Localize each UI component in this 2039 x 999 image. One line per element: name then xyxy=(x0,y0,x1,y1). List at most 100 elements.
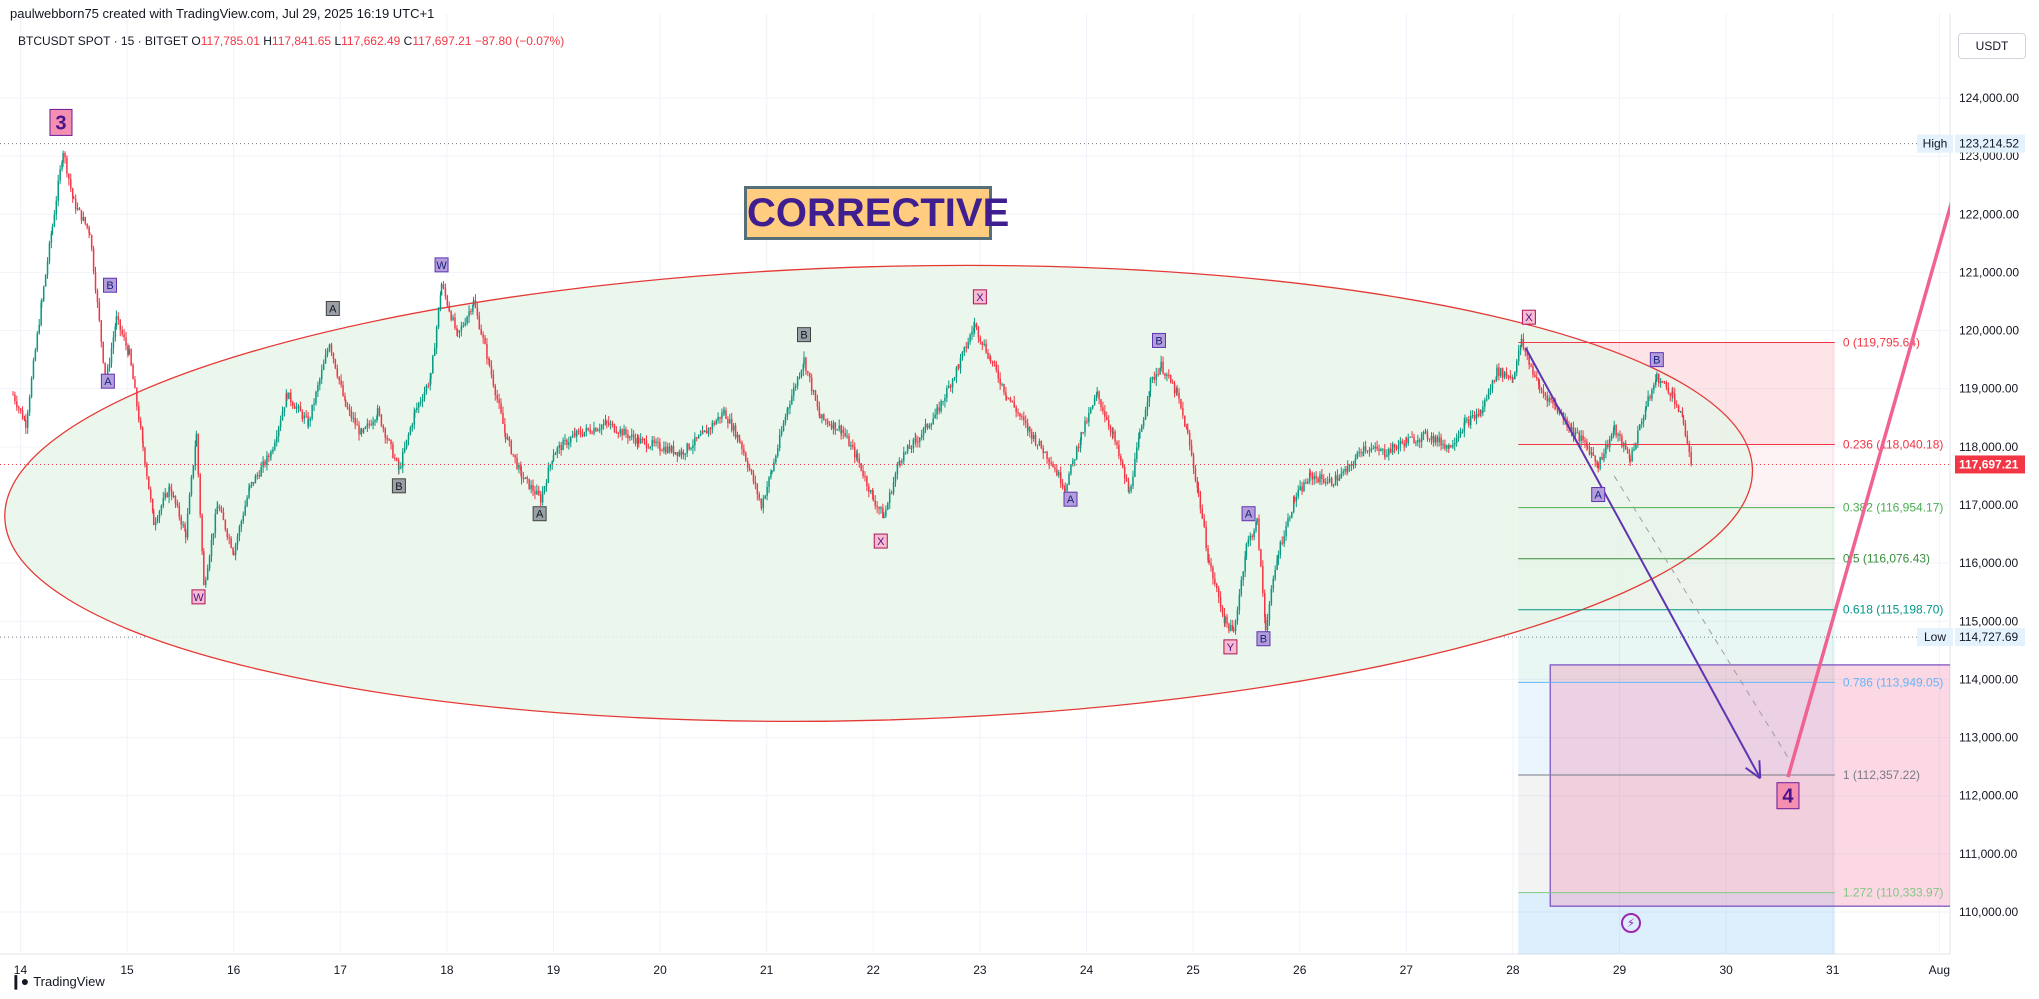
wave-label[interactable]: W xyxy=(191,589,206,605)
candle xyxy=(912,437,915,453)
candle xyxy=(1480,409,1482,418)
candle xyxy=(378,405,381,417)
currency-button[interactable]: USDT xyxy=(1958,33,2026,59)
candle-body xyxy=(936,407,939,409)
candle xyxy=(1104,404,1106,423)
candle-body xyxy=(1498,367,1500,377)
candle-body xyxy=(1274,569,1276,579)
target-box[interactable] xyxy=(1549,664,1955,907)
candle-body xyxy=(378,408,381,415)
corrective-ellipse[interactable] xyxy=(0,242,1759,744)
symbol-legend[interactable]: BTCUSDT SPOT · 15 · BITGET O117,785.01 H… xyxy=(18,34,564,48)
candle xyxy=(585,424,588,437)
wave-label[interactable]: A xyxy=(100,373,115,389)
candle xyxy=(1127,477,1130,493)
candle-body xyxy=(924,423,927,428)
wave-label-text: A xyxy=(329,303,337,315)
candle-body xyxy=(1422,432,1425,435)
candle xyxy=(1297,485,1299,500)
wave-label[interactable]: 3 xyxy=(49,108,73,136)
candle-body xyxy=(1201,508,1204,519)
candle xyxy=(705,424,708,434)
wave-label[interactable]: 4 xyxy=(1776,782,1800,810)
candle xyxy=(496,389,498,403)
candle xyxy=(1308,468,1311,485)
candle xyxy=(1212,565,1214,585)
candle-body xyxy=(1168,374,1170,376)
candle xyxy=(322,359,325,371)
wave-label[interactable]: A xyxy=(1591,487,1606,503)
wave-label-box xyxy=(1151,332,1166,348)
wave-label[interactable]: A xyxy=(1063,491,1078,507)
candle-body xyxy=(218,506,221,510)
candle-body xyxy=(1461,431,1464,433)
wave-label[interactable]: Y xyxy=(1223,639,1238,655)
candle xyxy=(283,407,286,417)
candle-body xyxy=(743,448,745,454)
candle xyxy=(421,393,424,408)
candle xyxy=(148,476,150,490)
candle-body xyxy=(290,392,292,403)
candle-body xyxy=(16,401,18,408)
lightning-bolt-icon[interactable]: ⚡ xyxy=(1621,913,1641,933)
wave-label[interactable]: B xyxy=(103,277,118,293)
down-projection-arrow[interactable] xyxy=(1524,347,1762,779)
wave-label[interactable]: A xyxy=(532,506,547,522)
wave-label[interactable]: B xyxy=(1649,352,1664,368)
candle-body xyxy=(430,373,432,379)
tradingview-logo[interactable]: ❙● TradingView xyxy=(10,973,105,990)
candle-body xyxy=(552,455,555,461)
wave-label[interactable]: A xyxy=(325,300,340,316)
candle-body xyxy=(1079,439,1082,449)
wave-label[interactable]: X xyxy=(972,289,987,305)
candle xyxy=(1171,379,1174,384)
candle-body xyxy=(417,402,420,408)
candle-body xyxy=(1299,486,1301,490)
candle xyxy=(166,491,168,498)
dashed-projection[interactable] xyxy=(1613,475,1791,762)
candle-body xyxy=(593,428,595,434)
candle-body xyxy=(709,428,712,430)
wave-label[interactable]: B xyxy=(391,478,406,494)
up-projection-arrow[interactable] xyxy=(1786,133,1971,778)
candle xyxy=(1144,406,1147,421)
candle-body xyxy=(518,464,520,469)
candle-body xyxy=(1556,407,1559,413)
wave-label[interactable]: B xyxy=(1151,332,1166,348)
wave-label[interactable]: W xyxy=(434,257,449,273)
candle-body xyxy=(1171,382,1174,384)
candle-body xyxy=(1366,450,1369,452)
candle-body xyxy=(1669,393,1672,396)
candle xyxy=(723,407,725,416)
candle xyxy=(1656,371,1658,382)
candle xyxy=(629,435,631,441)
wave-label[interactable]: A xyxy=(1241,506,1256,522)
candle-body xyxy=(1077,447,1080,449)
wave-label[interactable]: B xyxy=(1256,631,1271,647)
candle-body xyxy=(1446,445,1448,449)
candle-body xyxy=(1546,395,1548,402)
wave-label[interactable]: B xyxy=(797,327,812,343)
candle-body xyxy=(1203,518,1205,527)
candle-body xyxy=(409,427,412,435)
candle xyxy=(932,412,934,425)
candle-body xyxy=(1607,444,1609,448)
candle-body xyxy=(1364,446,1367,451)
wave-label[interactable]: X xyxy=(1521,309,1536,325)
candle xyxy=(1074,459,1076,467)
symbol-name[interactable]: BTCUSDT SPOT · 15 · BITGET xyxy=(18,34,189,48)
candle xyxy=(1164,372,1166,380)
candle-body xyxy=(1651,389,1653,399)
corrective-label[interactable]: CORRECTIVE xyxy=(744,186,1009,240)
wave-label[interactable]: X xyxy=(873,533,888,549)
candle xyxy=(218,504,221,512)
candle xyxy=(915,434,917,448)
candle xyxy=(1415,440,1417,447)
candle-body xyxy=(141,427,144,441)
candle xyxy=(376,404,379,420)
candle-body xyxy=(1450,445,1452,448)
candle-body xyxy=(1266,619,1269,631)
x-tick-label: 19 xyxy=(547,963,561,977)
